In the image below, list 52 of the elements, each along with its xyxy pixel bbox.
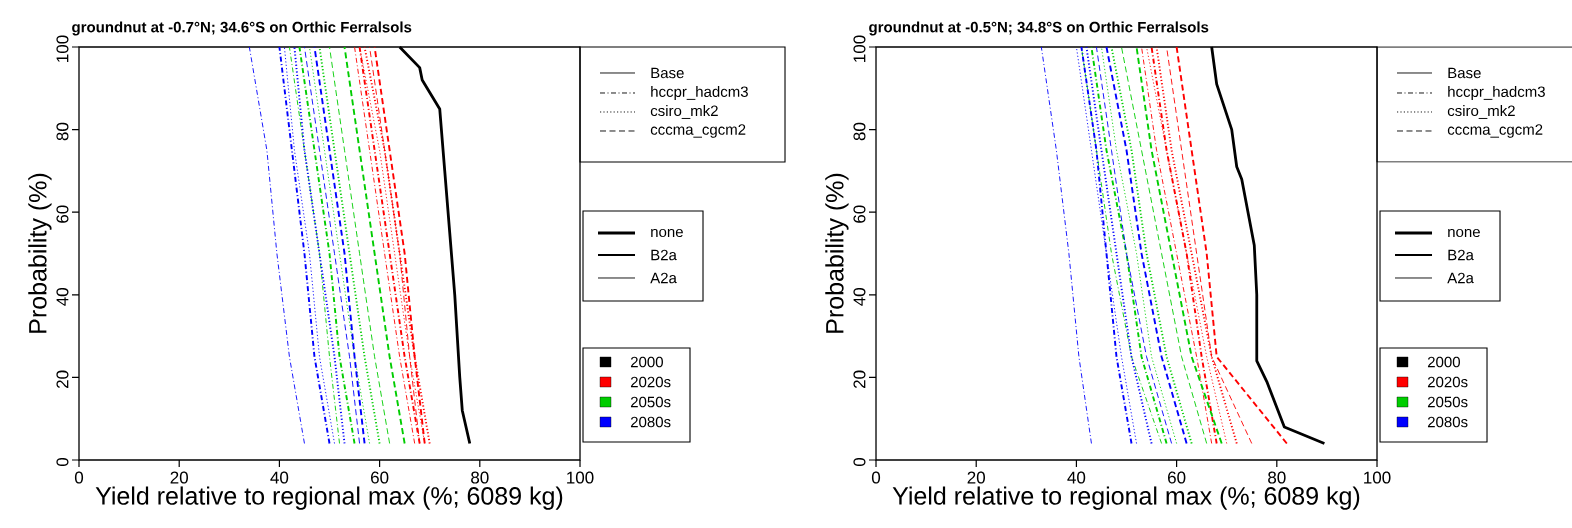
y-tick-label: 0 [853, 457, 866, 467]
x-tick-label: 0 [74, 471, 84, 484]
text: 2020s [1427, 376, 1468, 388]
text: 2000 [630, 356, 663, 368]
x-tick-label: 100 [567, 471, 594, 484]
x-tick-label: 20 [170, 471, 188, 484]
x-tick-label: 80 [471, 471, 489, 484]
text: 2000 [1427, 356, 1460, 368]
x-tick-label: 40 [270, 471, 289, 484]
y-axis-title: Probability (%) [825, 173, 849, 333]
x-tick-label: 40 [1067, 471, 1086, 484]
text: 2080s [630, 416, 671, 428]
y-tick-label: 0 [56, 457, 69, 467]
text: 2080s [1427, 416, 1468, 428]
y-tick-label: 40 [56, 288, 69, 306]
x-tick-label: 100 [1364, 471, 1391, 484]
text: none [1448, 228, 1480, 238]
chart-title: groundnut at -0.7°N; 34.6°S on Orthic Ferralsols [72, 21, 412, 36]
text: cccma_cgcm2 [1447, 124, 1543, 138]
text: 2050s [630, 396, 671, 408]
y-tick-label: 100 [853, 35, 866, 62]
x-tick-label: 20 [967, 471, 985, 484]
text: B2a [651, 249, 677, 261]
y-tick-label: 40 [853, 288, 866, 306]
chart-title: groundnut at -0.5°N; 34.8°S on Orthic Ferralsols [869, 21, 1209, 36]
text: Base [1448, 67, 1481, 79]
text: 2050s [1427, 396, 1468, 408]
x-axis-title: Yield relative to regional max (%; 6089 kg) [95, 486, 563, 510]
x-tick-label: 0 [871, 471, 881, 484]
text: A2a [650, 272, 677, 284]
text: none [651, 228, 683, 238]
x-tick-label: 80 [1268, 471, 1286, 484]
text: 2020s [630, 376, 671, 388]
text: hccpr_hadcm3 [1448, 86, 1545, 100]
y-tick-label: 60 [56, 205, 69, 223]
text: A2a [1447, 272, 1474, 284]
y-tick-label: 100 [56, 35, 69, 62]
text: cccma_cgcm2 [650, 124, 746, 138]
text: B2a [1448, 249, 1474, 261]
text: hccpr_hadcm3 [651, 86, 748, 100]
y-tick-label: 60 [853, 205, 866, 223]
y-tick-label: 20 [853, 370, 866, 388]
y-tick-label: 80 [56, 122, 69, 141]
x-tick-label: 60 [371, 471, 389, 484]
x-axis-title: Yield relative to regional max (%; 6089 kg) [892, 486, 1360, 510]
x-tick-label: 60 [1168, 471, 1186, 484]
y-tick-label: 80 [853, 122, 866, 141]
text: csiro_mk2 [650, 105, 718, 119]
text: Base [651, 67, 684, 79]
text: csiro_mk2 [1447, 105, 1515, 119]
y-axis-title: Probability (%) [28, 173, 52, 333]
y-tick-label: 20 [56, 370, 69, 388]
